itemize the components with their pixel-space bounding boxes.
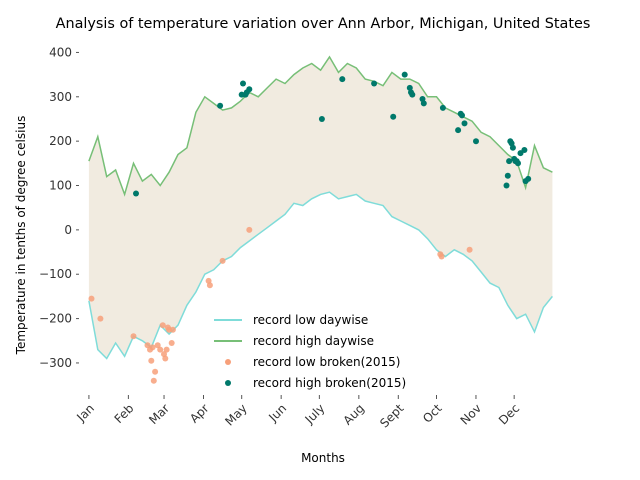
- record-low-broken-point: [97, 315, 104, 322]
- record-low-broken-point: [169, 326, 176, 333]
- record-high-broken-point: [521, 147, 528, 153]
- record-high-broken-point: [409, 91, 416, 98]
- y-tick-label: 0: [64, 223, 72, 237]
- record-low-broken-point: [159, 322, 166, 329]
- chart-title: Analysis of temperature variation over A…: [56, 16, 591, 32]
- y-tick-label: 300: [49, 90, 72, 104]
- record-low-broken-point: [466, 246, 473, 253]
- x-tick-label: July: [302, 401, 328, 427]
- record-high-broken-point: [240, 80, 246, 87]
- fill-between-area: [88, 56, 553, 359]
- x-tick-label: Dec: [496, 401, 522, 427]
- x-tick-label: Sept: [377, 401, 406, 430]
- record-low-broken-point: [144, 342, 151, 349]
- record-high-broken-point: [318, 116, 325, 122]
- record-low-broken-point: [152, 368, 159, 375]
- record-high-broken-point: [390, 113, 397, 120]
- record-high-broken-point: [503, 182, 510, 189]
- record-high-broken-point: [455, 127, 462, 134]
- record-low-broken-point: [149, 344, 156, 351]
- plot-area: [88, 55, 553, 384]
- y-tick-label: 100: [49, 179, 72, 193]
- record-low-broken-point: [163, 346, 170, 353]
- y-axis-label: Temperature in tenths of degree celsius: [14, 116, 28, 356]
- legend-label: record high daywise: [253, 334, 374, 348]
- record-low-broken-point: [154, 342, 161, 349]
- record-low-broken-point: [438, 253, 445, 260]
- y-tick-label: 400: [49, 45, 72, 59]
- record-high-broken-point: [504, 172, 511, 179]
- x-tick-label: Jan: [73, 401, 97, 425]
- y-tick-label: −300: [39, 356, 72, 370]
- record-high-broken-point: [217, 102, 224, 109]
- record-high-broken-point: [506, 158, 513, 165]
- x-axis-ticks: Jan Feb Mar Apr May Jun July Aug Sept Oct Nov Dec: [73, 395, 522, 430]
- record-low-broken-point: [246, 226, 253, 233]
- record-low-broken-point: [206, 282, 213, 289]
- x-tick-label: Apr: [187, 401, 212, 426]
- record-high-broken-point: [509, 144, 516, 151]
- y-tick-label: 200: [49, 134, 72, 148]
- record-high-broken-point: [461, 120, 468, 127]
- x-axis-label: Months: [301, 451, 345, 465]
- record-high-broken-point: [401, 71, 408, 78]
- record-low-broken-point: [130, 333, 137, 340]
- record-low-broken-point: [88, 295, 95, 302]
- legend-label: record low broken(2015): [253, 355, 401, 369]
- record-low-broken-point: [148, 357, 155, 364]
- legend-point-swatch: [225, 380, 231, 386]
- y-tick-label: −200: [39, 312, 72, 326]
- legend-label: record low daywise: [253, 313, 368, 327]
- legend-point-swatch: [225, 359, 231, 365]
- x-tick-label: Oct: [420, 401, 445, 426]
- record-high-broken-point: [439, 104, 446, 111]
- record-high-broken-point: [371, 80, 378, 87]
- record-high-line: [88, 55, 553, 197]
- legend: record low daywise record high daywise rec…: [214, 313, 406, 390]
- x-tick-label: May: [222, 401, 249, 428]
- record-high-broken-point: [420, 100, 427, 107]
- record-low-line: [88, 191, 553, 360]
- x-tick-label: Nov: [458, 401, 484, 427]
- record-low-broken-point: [168, 340, 175, 346]
- record-high-broken-point: [525, 175, 532, 182]
- record-high-broken-point: [473, 138, 479, 145]
- x-tick-label: Feb: [112, 401, 137, 426]
- record-high-broken-point: [459, 112, 465, 119]
- record-high-broken-point: [406, 84, 413, 91]
- record-low-broken-point: [162, 355, 169, 362]
- record-low-broken-point: [157, 346, 164, 353]
- y-axis-ticks: −300 −200 −100 0 100 200 300 400: [39, 45, 79, 370]
- x-tick-label: Jun: [265, 401, 289, 425]
- record-high-broken-point: [246, 86, 253, 93]
- x-tick-label: Aug: [340, 401, 366, 427]
- record-high-broken-point: [339, 76, 346, 83]
- y-tick-label: −100: [39, 267, 72, 281]
- record-high-broken-point: [133, 190, 139, 197]
- record-low-broken-point: [219, 257, 226, 264]
- record-high-broken-point: [515, 160, 521, 167]
- legend-label: record high broken(2015): [253, 376, 406, 390]
- record-low-broken-point: [150, 377, 157, 384]
- x-tick-label: Mar: [146, 401, 172, 427]
